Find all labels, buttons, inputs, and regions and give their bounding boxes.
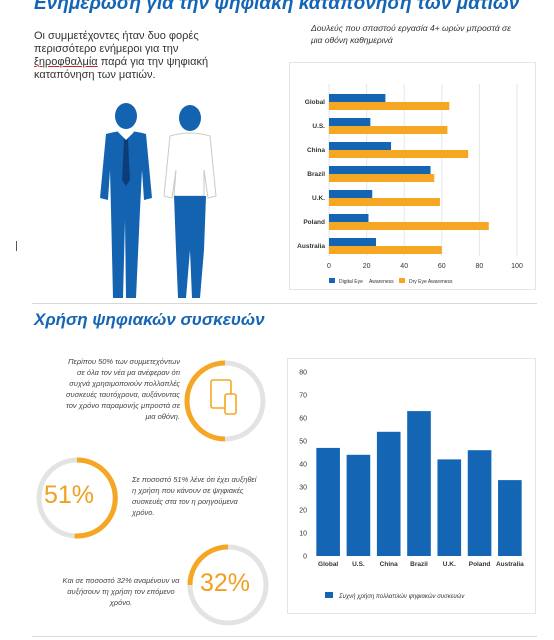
section1-title: Ενημέρωση για την ψηφιακή καταπόνηση των… <box>34 0 520 14</box>
stat2-text: Σε ποσοστό 51% λένε ότι έχει αυξηθεί η χ… <box>132 475 257 517</box>
stat2-ring <box>36 457 118 539</box>
y-tick-label: 70 <box>299 393 307 400</box>
people-illustration <box>100 103 217 298</box>
awareness-bar-chart: Global U.S. China Brazil U.K. Poland Australia… <box>289 62 536 290</box>
y-tick-label: 10 <box>299 531 307 538</box>
x-tick-label: 80 <box>476 263 484 270</box>
category-label: U.S. <box>352 561 365 568</box>
category-label: Global <box>305 99 325 106</box>
category-label: U.K. <box>312 195 325 202</box>
section-divider-top <box>32 303 537 304</box>
stat1-ring <box>184 360 266 442</box>
category-label: China <box>380 561 398 568</box>
stat3-text: Και σε ποσοστό 32% αναμένουν να αυξήσουν… <box>62 576 180 607</box>
y-tick-label: 20 <box>299 508 307 515</box>
legend-swatch <box>325 592 333 598</box>
bar-device-usage <box>467 450 492 556</box>
legend-label-dry-eye: Dry Eye Awareness <box>409 279 453 285</box>
legend-swatch-dry-eye <box>399 278 405 283</box>
y-tick-label: 60 <box>299 416 307 423</box>
category-label: Brazil <box>307 171 325 178</box>
bar-digital-eye <box>329 94 386 102</box>
legend-label-awareness: Awareness <box>369 279 394 285</box>
bar-digital-eye <box>329 118 371 126</box>
bar-digital-eye <box>329 190 373 198</box>
section-divider-bottom <box>32 636 537 637</box>
bar-digital-eye <box>329 142 392 150</box>
bar-dry-eye <box>329 198 440 206</box>
bar-device-usage <box>346 454 371 556</box>
category-label: China <box>307 147 325 154</box>
bar-device-usage <box>437 459 462 556</box>
category-label: Global <box>318 561 338 568</box>
category-label: U.S. <box>312 123 325 130</box>
x-tick-label: 20 <box>363 263 371 270</box>
bar-digital-eye <box>329 238 376 246</box>
man-figure <box>100 103 152 298</box>
stat2-value: 51% <box>44 481 95 509</box>
stat3-value: 32% <box>200 569 251 597</box>
category-label: Poland <box>303 219 325 226</box>
text-cursor <box>16 241 17 251</box>
y-tick-label: 50 <box>299 439 307 446</box>
device-usage-bar-chart: 0 10 20 30 40 50 60 70 80 Global U.S. China Brazil U… <box>287 358 536 614</box>
bar-digital-eye <box>329 166 431 174</box>
x-tick-label: 0 <box>327 263 331 270</box>
intro-typo-word: ξηροφθαλμία <box>34 56 98 68</box>
category-label: Australia <box>496 561 524 568</box>
devices-icon <box>210 379 237 415</box>
bar-dry-eye <box>329 246 442 254</box>
y-tick-label: 0 <box>303 554 307 561</box>
x-tick-label: 100 <box>511 263 523 270</box>
x-tick-label: 40 <box>400 263 408 270</box>
legend-swatch-digital-eye <box>329 278 335 283</box>
intro-text: Οι συμμετέχοντες ήταν δυο φορές περισσότ… <box>34 30 209 81</box>
chart1-title: Δουλεύς που σπαστού εργασία 4+ ωρών μπρο… <box>311 23 511 45</box>
bar-device-usage <box>498 480 522 556</box>
y-tick-label: 40 <box>299 462 307 469</box>
bar-device-usage <box>407 411 431 556</box>
bar-dry-eye <box>329 174 435 182</box>
category-label: Brazil <box>410 561 428 568</box>
bar-device-usage <box>376 431 401 556</box>
y-tick-label: 80 <box>299 370 307 377</box>
woman-figure <box>163 105 217 298</box>
legend-label-digital-eye: Digital Eye <box>339 279 363 285</box>
section2-title: Χρήση ψηφιακών συσκευών <box>34 310 265 329</box>
stat1-text: Περίπου 50% των συμμετεχόντων σε όλα τον… <box>66 357 180 421</box>
bar-dry-eye <box>329 126 448 134</box>
bar-dry-eye <box>329 150 469 158</box>
stat3-ring <box>187 544 269 626</box>
y-tick-label: 30 <box>299 485 307 492</box>
x-tick-label: 60 <box>438 263 446 270</box>
category-label: U.K. <box>443 561 456 568</box>
bar-dry-eye <box>329 102 450 110</box>
bar-digital-eye <box>329 214 369 222</box>
bar-dry-eye <box>329 222 489 230</box>
legend-label: Συχνή χρήση πολλαπλών ψηφιακών συσκευών <box>338 593 464 600</box>
bar-device-usage <box>316 447 340 556</box>
category-label: Poland <box>469 561 491 568</box>
category-label: Australia <box>297 243 325 250</box>
